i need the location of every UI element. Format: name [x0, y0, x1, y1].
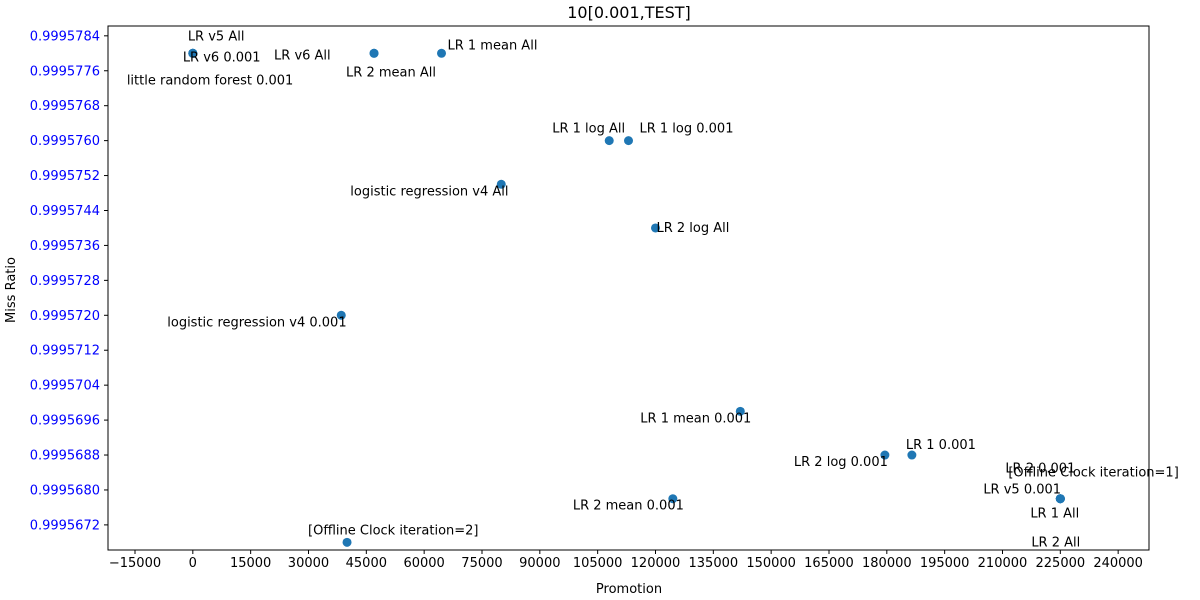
y-tick-label: 0.9995744 [30, 204, 100, 219]
x-axis-title: Promotion [596, 582, 662, 597]
data-point [604, 136, 614, 146]
data-point [342, 537, 352, 547]
data-point [735, 406, 745, 416]
y-tick-label: 0.9995696 [30, 414, 100, 429]
data-point-label: LR 2 mean 0.001 [573, 499, 684, 514]
data-point [624, 136, 633, 146]
y-tick-label: 0.9995672 [30, 518, 100, 533]
y-tick-label: 0.9995776 [30, 64, 100, 79]
data-point-label: LR 2 mean All [346, 65, 436, 80]
y-tick-label: 0.9995736 [30, 239, 100, 254]
x-tick-label: 240000 [1093, 556, 1143, 571]
data-points [188, 48, 1065, 547]
x-tick-label: −15000 [109, 556, 161, 571]
chart-title: 10[0.001,TEST] [567, 3, 691, 22]
data-point-label: logistic regression v4 All [350, 184, 508, 199]
data-point [1055, 494, 1065, 504]
y-axis: 0.9995672 0.9995680 0.9995688 0.9995696 0.99… [30, 29, 108, 533]
data-point [496, 179, 506, 189]
y-tick-label: 0.9995688 [30, 449, 100, 464]
x-tick-label: 90000 [519, 556, 560, 571]
x-tick-label: 75000 [461, 556, 502, 571]
y-axis-title: Miss Ratio [4, 257, 19, 323]
data-point [650, 223, 660, 233]
data-point [188, 48, 198, 58]
y-tick-label: 0.9995704 [30, 379, 100, 394]
data-point-label: LR 1 mean All [448, 38, 538, 53]
x-tick-label: 225000 [1036, 556, 1086, 571]
data-point [907, 450, 917, 460]
data-point-label: LR 1 log All [552, 122, 625, 137]
data-point-label: little random forest 0.001 [127, 73, 294, 88]
data-point-label: LR 2 log All [656, 221, 729, 236]
data-point-label: LR v6 0.001 [183, 50, 261, 65]
x-tick-label: 120000 [631, 556, 681, 571]
x-tick-label: 105000 [573, 556, 623, 571]
x-tick-label: 60000 [403, 556, 444, 571]
data-point-label: LR 2 0.001 [1005, 462, 1075, 477]
x-tick-label: 150000 [746, 556, 796, 571]
y-tick-label: 0.9995712 [30, 344, 100, 359]
x-tick-label: 180000 [862, 556, 912, 571]
data-labels: LR v5 All LR v6 0.001 little random forest… [127, 29, 1179, 550]
data-point [369, 48, 379, 58]
data-point-label: LR v5 All [188, 29, 245, 44]
data-point-label: logistic regression v4 0.001 [167, 315, 346, 330]
data-point [437, 48, 447, 58]
data-point-label: [Offline Clock iteration=1] [1008, 466, 1178, 481]
data-point [668, 494, 678, 504]
y-tick-label: 0.9995728 [30, 274, 100, 289]
data-point-label: LR 2 All [1031, 536, 1080, 551]
data-point-label: LR 1 0.001 [906, 438, 976, 453]
data-point-label: [Offline Clock iteration=2] [308, 523, 478, 538]
data-point [880, 450, 890, 460]
data-point-label: LR 1 mean 0.001 [640, 411, 751, 426]
plot-frame [107, 25, 1150, 551]
y-tick-label: 0.9995760 [30, 134, 100, 149]
y-tick-label: 0.9995752 [30, 169, 100, 184]
y-tick-label: 0.9995768 [30, 99, 100, 114]
x-axis: −15000 0 15000 30000 45000 60000 75000 90000 105… [109, 550, 1143, 571]
x-tick-label: 15000 [230, 556, 271, 571]
data-point-label: LR 1 log 0.001 [640, 122, 734, 137]
x-tick-label: 45000 [346, 556, 387, 571]
x-tick-label: 210000 [978, 556, 1028, 571]
x-tick-label: 165000 [804, 556, 854, 571]
y-tick-label: 0.9995680 [30, 483, 100, 498]
data-point [336, 310, 346, 320]
data-point-label: LR 1 All [1030, 507, 1079, 522]
data-point-label: LR v6 All [274, 48, 331, 63]
x-tick-label: 135000 [689, 556, 739, 571]
x-tick-label: 0 [189, 556, 197, 571]
x-tick-label: 30000 [288, 556, 329, 571]
x-tick-label: 195000 [920, 556, 970, 571]
data-point-label: LR v5 0.001 [983, 483, 1061, 498]
y-tick-label: 0.9995720 [30, 309, 100, 324]
data-point-label: LR 2 log 0.001 [794, 455, 888, 470]
y-tick-label: 0.9995784 [30, 29, 100, 44]
